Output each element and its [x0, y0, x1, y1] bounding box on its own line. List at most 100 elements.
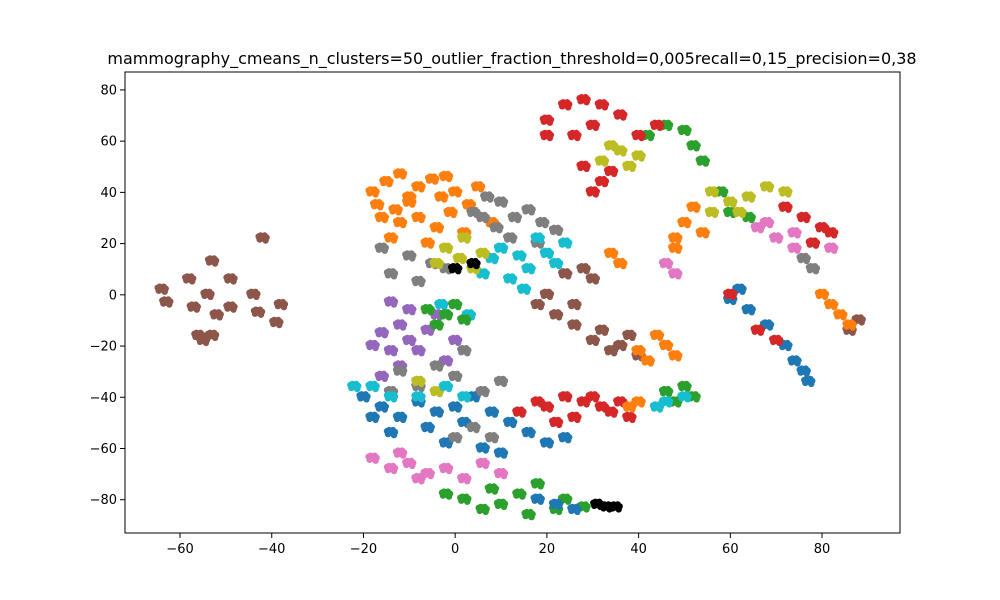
scatter-point-olive-4-0-5: [446, 244, 454, 251]
scatter-point-cyan-3-5-6: [503, 274, 510, 281]
scatter-point-pink-8-8-6: [411, 474, 418, 481]
scatter-point-cyan-3-12-5: [524, 285, 532, 292]
scatter-point-brown-11-14-5: [859, 316, 866, 323]
scatter-point-red-10-7-6: [512, 407, 519, 414]
scatter-point-gray-12-3-6: [448, 371, 455, 378]
scatter-point-brown-0-8-6: [223, 302, 230, 309]
scatter-point-pink-8-15-5: [795, 244, 802, 251]
scatter-point-gray-2-8-5: [511, 234, 518, 241]
scatter-point-olive-14-3-6: [622, 161, 629, 168]
scatter-point-orange-13-8-6: [640, 356, 647, 363]
scatter-point-purple-6-0-5: [391, 298, 399, 305]
scatter-point-orange-1-6-5: [442, 193, 449, 200]
scatter-point-olive-4-3-5: [437, 259, 444, 267]
scatter-point-cyan-15-4-6: [438, 381, 446, 389]
scatter-point-orange-13-13-6: [814, 289, 822, 296]
scatter-point-orange-13-15-6: [603, 248, 611, 255]
scatter-point-gray-12-6-6: [475, 386, 482, 394]
scatter-point-gray-2-1-5: [488, 193, 495, 200]
scatter-point-brown-11-7-5: [602, 326, 610, 333]
scatter-point-orange-1-20-5: [446, 172, 454, 180]
scatter-point-gray-12-4-6: [457, 346, 464, 353]
scatter-point-orange-13-5-5: [657, 331, 665, 338]
scatter-point-olive-14-8-5: [767, 183, 775, 190]
scatter-point-brown-11-0-5: [547, 290, 555, 297]
scatter-point-red-10-11-5: [630, 413, 637, 420]
scatter-point-orange-1-6-6: [434, 192, 441, 199]
y-tick-label-0: 0: [109, 288, 117, 303]
scatter-point-olive-14-9-6: [778, 187, 785, 194]
scatter-point-red-10-17-5: [593, 121, 600, 128]
scatter-point-orange-1-4-5: [419, 183, 426, 190]
x-tick-label-20: 20: [539, 542, 556, 557]
scatter-point-purple-6-13-5: [446, 357, 454, 364]
scatter-point-blue-9-5-6: [448, 402, 455, 409]
scatter-point-brown-0-16-5: [212, 331, 220, 338]
scatter-point-blue-9-14-6: [539, 438, 547, 445]
scatter-point-purple-6-5-6: [383, 346, 391, 353]
scatter-point-cyan-3-3-5: [547, 249, 555, 256]
scatter-point-green-7-0-5: [428, 306, 435, 313]
y-tick-label--40: −40: [90, 391, 117, 406]
scatter-point-gray-2-10-5: [410, 252, 417, 259]
scatter-point-olive-14-2-5: [639, 152, 646, 159]
scatter-point-pink-8-1-5: [391, 464, 399, 472]
scatter-point-blue-9-2-6: [392, 412, 400, 419]
scatter-point-brown-0-7-6: [223, 274, 230, 281]
scatter-point-blue-9-0-5: [364, 393, 371, 400]
scatter-point-red-10-31-5: [758, 326, 765, 333]
scatter-point-cyan-15-7-6: [649, 402, 657, 409]
scatter-point-pink-8-7-5: [400, 449, 408, 456]
scatter-point-gray-2-13-5: [419, 277, 426, 285]
scatter-point-gray-2-4-5: [529, 206, 536, 213]
scatter-point-olive-14-11-5: [712, 208, 720, 216]
scatter-point-green-7-15-5: [694, 393, 701, 400]
scatter-point-cyan-3-6-5: [556, 259, 564, 267]
scatter-point-pink-8-1-6: [383, 463, 391, 471]
scatter-point-gray-12-7-5: [501, 377, 509, 385]
scatter-point-orange-13-13-5: [822, 290, 830, 297]
scatter-point-gray-2-6-5: [556, 226, 564, 233]
scatter-point-red-10-3-6: [594, 402, 602, 409]
scatter-point-green-7-0-6: [420, 305, 427, 312]
scatter-point-gray-2-4-6: [521, 205, 528, 212]
scatter-point-green-7-27-5: [529, 510, 536, 518]
scatter-point-gray-2-12-5: [391, 270, 399, 277]
scatter-point-orange-13-8-5: [648, 357, 655, 364]
scatter-point-olive-14-12-5: [419, 377, 426, 385]
scatter-point-gray-2-13-6: [411, 276, 418, 284]
scatter-point-purple-6-1-5: [410, 306, 417, 313]
scatter-point-gray-12-11-6: [796, 253, 803, 261]
scatter-point-brown-0-16-6: [204, 330, 212, 337]
scatter-point-red-10-13-6: [558, 100, 565, 107]
scatter-point-orange-13-14-6: [613, 258, 620, 266]
scatter-point-orange-1-16-6: [420, 238, 427, 245]
scatter-point-brown-0-3-6: [186, 302, 193, 309]
scatter-point-green-7-22-6: [530, 479, 537, 486]
scatter-point-brown-11-12-6: [567, 320, 574, 327]
scatter-point-orange-13-7-6: [668, 351, 675, 358]
scatter-point-gray-2-9-6: [374, 243, 381, 250]
scatter-point-gray-2-0-6: [466, 207, 473, 215]
scatter-point-orange-13-12-6: [842, 320, 849, 327]
scatter-point-orange-1-16-5: [428, 239, 435, 246]
scatter-point-brown-0-11-6: [255, 233, 262, 240]
scatter-point-pink-8-5-5: [465, 475, 472, 482]
scatter-point-olive-4-1-5: [465, 234, 472, 241]
scatter-point-blue-9-25-5: [786, 341, 793, 349]
scatter-point-green-7-21-5: [520, 490, 527, 497]
scatter-point-brown-11-4-6: [567, 299, 574, 307]
scatter-point-orange-1-13-5: [437, 224, 444, 231]
y-axis: −80 −60 −40 −20 0 20 40 60 80: [90, 83, 125, 508]
scatter-point-green-7-27-6: [521, 509, 528, 517]
x-tick-label-60: 60: [722, 542, 739, 557]
scatter-point-brown-11-0-6: [539, 289, 547, 296]
scatter-point-red-10-10-6: [613, 397, 620, 404]
scatter-point-orange-1-22-5: [396, 206, 403, 213]
scatter-point-purple-6-12-5: [456, 336, 463, 344]
scatter-point-brown-0-2-6: [182, 274, 189, 281]
scatter-point-brown-11-7-6: [594, 325, 602, 332]
scatter-point-red-10-24-6: [585, 187, 592, 194]
scatter-point-cyan-15-1-6: [365, 381, 372, 389]
scatter-point-brown-0-0-5: [162, 285, 169, 292]
